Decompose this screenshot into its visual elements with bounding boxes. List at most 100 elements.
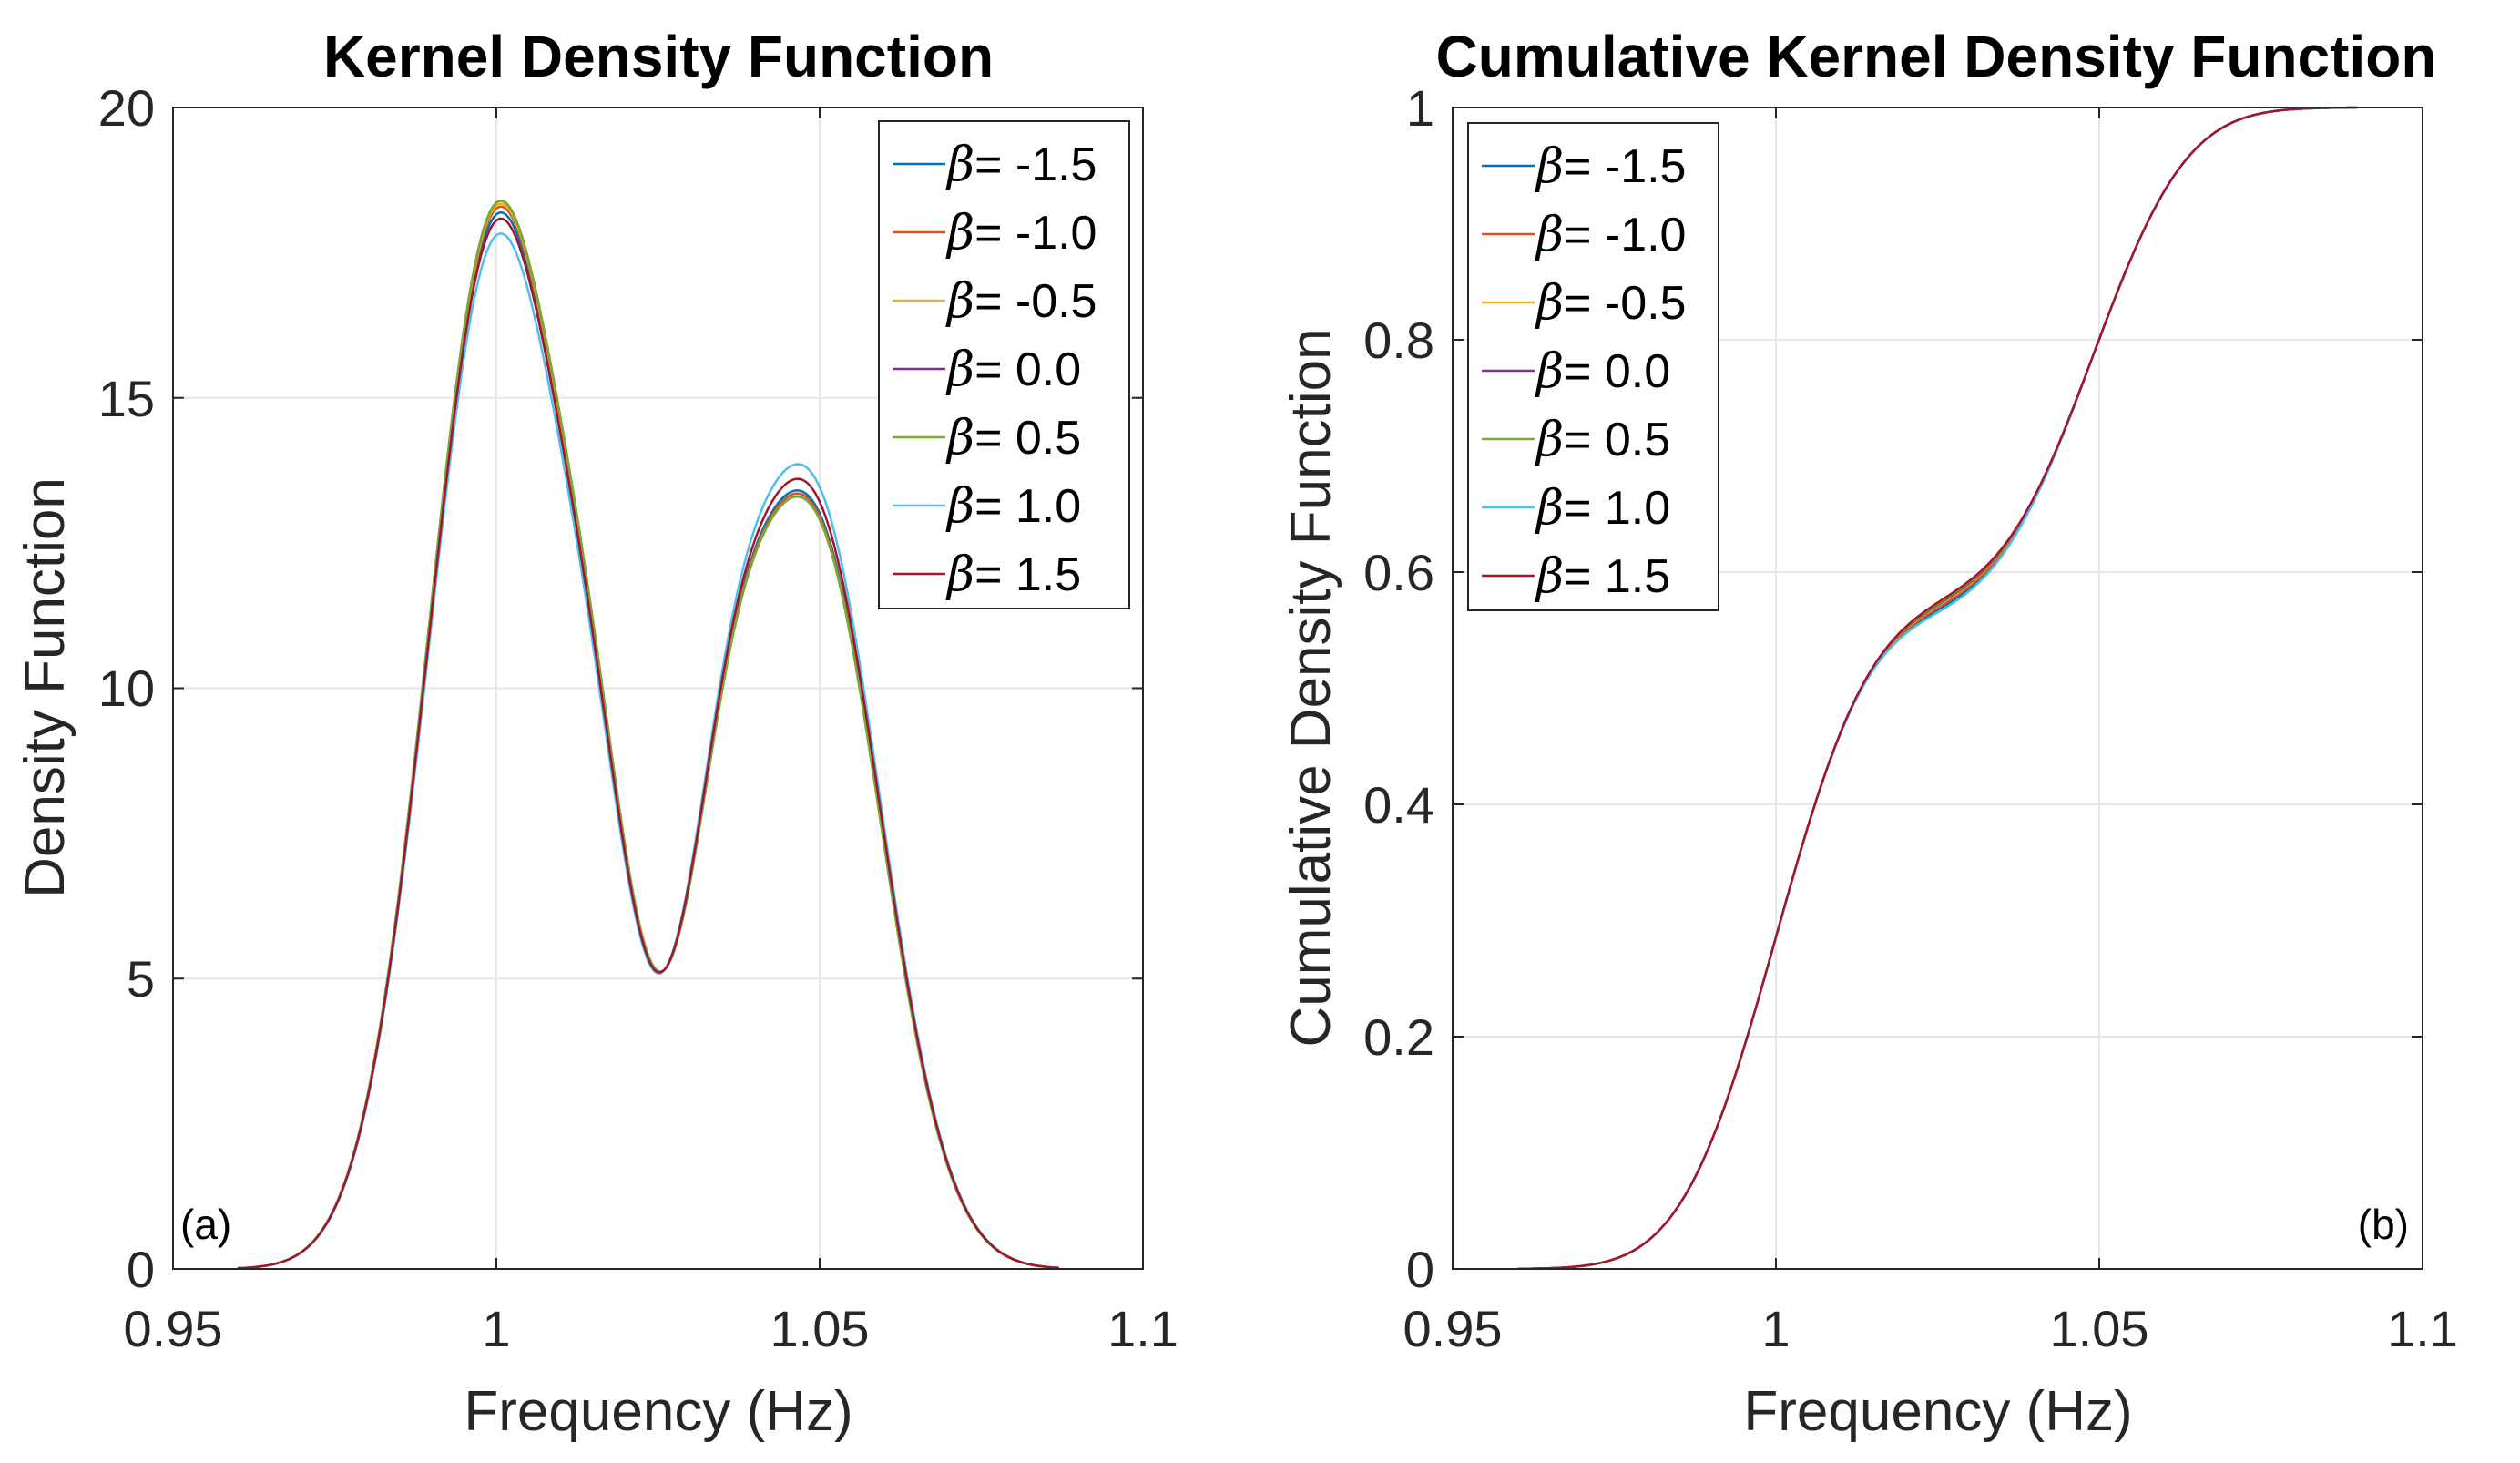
legend-entry: β= 1.0 — [1482, 481, 1670, 536]
series-line — [237, 217, 1059, 1270]
legend-entry: β= 0.5 — [893, 411, 1081, 466]
svg-text:β= 0.0: β= 0.0 — [1535, 344, 1670, 399]
chart-a-x-tick-labels: 0.95 1 1.05 1.1 — [124, 1300, 1178, 1357]
legend-entry: β= 1.5 — [893, 547, 1081, 602]
chart-a-x-tick-label: 1.05 — [770, 1300, 870, 1357]
legend-label: = 1.5 — [1564, 550, 1670, 603]
chart-a-title: Kernel Density Function — [323, 24, 994, 89]
legend-label: = -1.0 — [1564, 209, 1686, 261]
chart-a: Kernel Density Function 0.95 1 1.05 1.1 … — [14, 24, 1178, 1443]
chart-b-x-tick-label: 1 — [1761, 1300, 1790, 1357]
svg-text:β= -1.0: β= -1.0 — [945, 206, 1097, 261]
legend-beta-symbol: β — [945, 479, 974, 534]
chart-a-y-tick-label: 20 — [98, 79, 155, 137]
chart-a-y-tick-label: 15 — [98, 370, 155, 427]
legend-label: = 1.5 — [974, 548, 1081, 601]
legend-entry: β= -1.0 — [893, 206, 1097, 261]
svg-text:β= -1.5: β= -1.5 — [1535, 139, 1686, 194]
chart-a-ticks — [172, 107, 1144, 1270]
legend-beta-symbol: β — [945, 547, 974, 602]
chart-a-y-tick-label: 5 — [127, 950, 155, 1008]
legend-beta-symbol: β — [1535, 549, 1564, 604]
legend-beta-symbol: β — [1535, 208, 1564, 262]
chart-a-x-axis-label: Frequency (Hz) — [464, 1380, 852, 1443]
legend-beta-symbol: β — [945, 206, 974, 261]
chart-b-legend: β= -1.5 β= -1.0 β= -0.5 β= 0.0 β= 0.5 β=… — [1467, 122, 1719, 611]
legend-entry: β= 0.0 — [1482, 344, 1670, 399]
chart-b-y-tick-label: 0.6 — [1363, 544, 1434, 601]
chart-a-legend: β= -1.5 β= -1.0 β= -0.5 β= 0.0 β= 0.5 β=… — [878, 120, 1130, 609]
legend-beta-symbol: β — [1535, 139, 1564, 194]
chart-a-x-tick-label: 0.95 — [124, 1300, 223, 1357]
legend-entry: β= 1.0 — [893, 479, 1081, 534]
legend-entry: β= 0.0 — [893, 343, 1081, 397]
legend-label: = 1.0 — [974, 480, 1081, 533]
chart-b-panel-label: (b) — [2358, 1201, 2409, 1248]
svg-text:β= 0.5: β= 0.5 — [945, 411, 1081, 466]
svg-text:β= 0.5: β= 0.5 — [1535, 413, 1670, 467]
legend-label: = -1.5 — [974, 138, 1097, 191]
legend-entry: β= 0.5 — [1482, 413, 1670, 467]
legend-beta-symbol: β — [1535, 276, 1564, 331]
legend-entry: β= -1.5 — [1482, 139, 1686, 194]
legend-entry: β= -1.5 — [893, 138, 1097, 192]
legend-beta-symbol: β — [1535, 481, 1564, 536]
svg-text:β= -1.5: β= -1.5 — [945, 138, 1097, 192]
legend-beta-symbol: β — [945, 138, 974, 192]
svg-text:β= -0.5: β= -0.5 — [945, 274, 1097, 329]
legend-beta-symbol: β — [945, 411, 974, 466]
chart-b-y-tick-label: 0.4 — [1363, 776, 1434, 834]
chart-b-ticks — [1452, 107, 2423, 1270]
chart-b-x-tick-label: 1.05 — [2050, 1300, 2149, 1357]
chart-b-title: Cumulative Kernel Density Function — [1436, 24, 2437, 89]
svg-text:β= 1.5: β= 1.5 — [945, 547, 1081, 602]
legend-entry: β= 1.5 — [1482, 549, 1670, 604]
legend-entry: β= -1.0 — [1482, 208, 1686, 262]
chart-b-legend-box — [1467, 122, 1719, 611]
chart-a-grid — [173, 107, 1143, 1269]
legend-beta-symbol: β — [945, 274, 974, 329]
legend-beta-symbol: β — [1535, 413, 1564, 467]
svg-text:β= 1.0: β= 1.0 — [1535, 481, 1670, 536]
legend-label: = -1.5 — [1564, 140, 1686, 193]
chart-a-curves — [237, 200, 1059, 1270]
legend-beta-symbol: β — [1535, 344, 1564, 399]
chart-b-x-tick-label: 0.95 — [1403, 1300, 1503, 1357]
legend-label: = 0.0 — [974, 343, 1081, 396]
svg-text:β= -0.5: β= -0.5 — [1535, 276, 1686, 331]
svg-text:β= 1.5: β= 1.5 — [1535, 549, 1670, 604]
chart-b-y-tick-label: 1 — [1406, 79, 1434, 137]
chart-b-curves — [1517, 106, 2358, 1271]
legend-label: = -0.5 — [1564, 277, 1686, 330]
chart-b-y-tick-label: 0.2 — [1363, 1008, 1434, 1066]
chart-a-panel-label: (a) — [180, 1201, 231, 1248]
legend-label: = 1.0 — [1564, 482, 1670, 535]
legend-entry: β= -0.5 — [1482, 276, 1686, 331]
chart-b-y-tick-label: 0.8 — [1363, 312, 1434, 369]
chart-b-axes-box — [1452, 107, 2423, 1270]
svg-text:β= -1.0: β= -1.0 — [1535, 208, 1686, 262]
chart-b-y-axis-label: Cumulative Density Function — [1280, 328, 1342, 1047]
chart-a-y-tick-label: 10 — [98, 660, 155, 717]
chart-a-x-tick-label: 1.1 — [1107, 1300, 1178, 1357]
chart-a-y-tick-label: 0 — [127, 1241, 155, 1298]
chart-a-x-tick-label: 1 — [482, 1300, 510, 1357]
legend-entry: β= -0.5 — [893, 274, 1097, 329]
legend-label: = -0.5 — [974, 275, 1097, 328]
chart-a-y-axis-label: Density Function — [14, 477, 77, 898]
chart-b-y-tick-label: 0 — [1406, 1241, 1434, 1298]
chart-a-y-tick-labels: 0 5 10 15 20 — [98, 79, 155, 1298]
chart-b-x-tick-labels: 0.95 1 1.05 1.1 — [1403, 1300, 2458, 1357]
legend-label: = -1.0 — [974, 207, 1097, 260]
chart-a-legend-box — [878, 120, 1130, 609]
legend-label: = 0.5 — [1564, 414, 1670, 466]
chart-b-x-axis-label: Frequency (Hz) — [1743, 1380, 2132, 1443]
legend-label: = 0.0 — [1564, 345, 1670, 398]
legend-label: = 0.5 — [974, 412, 1081, 465]
chart-b: Cumulative Kernel Density Function 0.95 … — [1280, 24, 2458, 1443]
chart-b-y-tick-labels: 0 0.2 0.4 0.6 0.8 1 — [1363, 79, 1434, 1298]
series-line — [1517, 106, 2358, 1271]
svg-text:β= 1.0: β= 1.0 — [945, 479, 1081, 534]
legend-beta-symbol: β — [945, 343, 974, 397]
